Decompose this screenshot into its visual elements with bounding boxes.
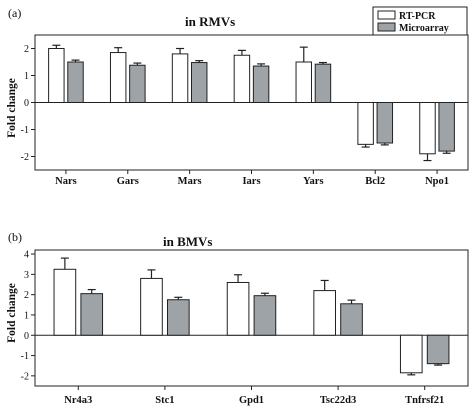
panel-b-ytick-label: -2 [21, 371, 29, 382]
panel-a-bar-microarray [376, 102, 394, 144]
panel-a-bar-rt-pcr [419, 102, 436, 155]
panel-a-title: in RMVs [185, 14, 235, 29]
panel-b-ytick-label: 0 [24, 331, 29, 342]
panel-b-title: in BMVs [163, 234, 212, 249]
panel-b-ytick-label: -1 [21, 351, 29, 362]
panel-a-category-label: Mars [178, 176, 202, 187]
panel-a-label: (a) [8, 6, 21, 20]
panel-a-ytick-label: 1 [24, 71, 29, 82]
panel-a-bar-rt-pcr [357, 102, 374, 145]
panel-b-category-label: Gpd1 [239, 395, 264, 406]
legend: RT-PCR Microarray [372, 6, 468, 36]
panel-a-category-label: Iars [242, 176, 260, 187]
legend-swatch-rt-pcr [377, 10, 396, 20]
panel-a-ytick-label: -2 [21, 152, 29, 163]
panel-b-bar-microarray [80, 293, 104, 336]
panel-b-ytick-label: 4 [24, 250, 29, 261]
panel-b-ytick-label: 2 [24, 290, 29, 301]
panel-a-category-label: Nars [55, 176, 77, 187]
panel-b-bar-rt-pcr [226, 281, 250, 336]
panel-b-category-label: Tsc22d3 [320, 395, 356, 406]
panel-b-bar-microarray [340, 303, 363, 336]
panel-b-ytick-label: 3 [24, 270, 29, 281]
panel-a-bar-rt-pcr [295, 61, 313, 103]
panel-b-bar-microarray [166, 299, 190, 336]
legend-label-rt-pcr: RT-PCR [399, 11, 436, 22]
legend-swatch-microarray [377, 22, 396, 32]
panel-a-ytick-label: 0 [24, 98, 29, 109]
panel-a-bar-rt-pcr [109, 52, 127, 103]
panel-a-bar-microarray [438, 102, 455, 152]
panel-a-ylabel: Fold change [6, 78, 18, 138]
panel-b-label: (b) [8, 230, 22, 244]
panel-a-category-label: Yars [303, 176, 323, 187]
panel-a-ytick-label: -1 [21, 125, 29, 136]
panel-b-bar-microarray [426, 334, 450, 365]
panel-b-category-label: Tnfrsf21 [405, 395, 444, 406]
panel-b-bar-rt-pcr [399, 334, 423, 374]
panel-b-ytick-label: 1 [24, 310, 29, 321]
panel-a-bar-rt-pcr [233, 54, 251, 103]
panel-b-bar-rt-pcr [313, 290, 337, 336]
panel-a-bar-rt-pcr [48, 48, 65, 103]
panel-a-bar-microarray [190, 62, 208, 103]
panel-b-ylabel: Fold change [6, 283, 18, 343]
panel-a-bar-rt-pcr [171, 53, 189, 103]
panel-a-category-label: Npo1 [425, 176, 449, 187]
panel-a-bar-microarray [252, 65, 270, 104]
panel-a-plot: -2 -1 0 1 2 Nars Gars Mars Iars Yars Bcl2 Npo1 [21, 34, 469, 187]
panel-a-bar-microarray [129, 64, 146, 103]
panel-b-plot: -2 -1 0 1 2 3 4 Nr4a3 Stc1 Gpd1 Tsc22d3 Tnfrsf21 [21, 249, 469, 406]
panel-b-bar-microarray [253, 295, 277, 336]
panel-a-ytick-label: 2 [24, 44, 29, 55]
panel-a-category-label: Bcl2 [365, 176, 385, 187]
panel-a-bar-microarray [314, 63, 332, 104]
panel-b-bar-rt-pcr [140, 277, 163, 336]
panel-b-bar-rt-pcr [53, 268, 77, 336]
panel-b-category-label: Nr4a3 [64, 395, 92, 406]
panel-a-bar-microarray [67, 61, 84, 103]
panel-a-category-label: Gars [117, 176, 139, 187]
legend-label-microarray: Microarray [399, 23, 449, 34]
panel-b-category-label: Stc1 [155, 395, 174, 406]
